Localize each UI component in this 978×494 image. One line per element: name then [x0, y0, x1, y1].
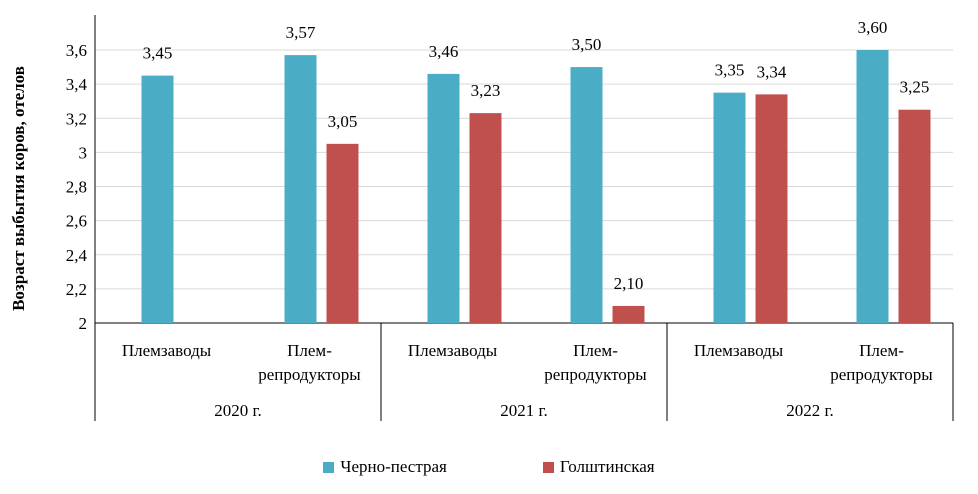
- category-label: Племзаводы: [122, 341, 212, 360]
- bar-series-2: [612, 305, 645, 323]
- data-label: 3,35: [715, 61, 745, 80]
- y-axis-title: Возраст выбытия коров, отелов: [9, 66, 28, 311]
- bar-series-1: [713, 92, 746, 323]
- bar-series-1: [284, 55, 317, 324]
- category-label: Плем-: [859, 341, 904, 360]
- y-tick-label: 2,4: [66, 246, 88, 265]
- data-label: 3,57: [286, 23, 316, 42]
- bar-series-1: [427, 73, 460, 323]
- data-label: 2,10: [614, 274, 644, 293]
- y-tick-label: 3,6: [66, 41, 87, 60]
- category-label: Плем-: [573, 341, 618, 360]
- category-label: Племзаводы: [694, 341, 784, 360]
- year-label: 2021 г.: [500, 401, 548, 420]
- data-label: 3,45: [143, 44, 173, 63]
- y-tick-label: 2,2: [66, 280, 87, 299]
- year-label: 2020 г.: [214, 401, 262, 420]
- bar-series-1: [141, 75, 174, 323]
- bar-series-2: [898, 109, 931, 323]
- legend-label-series-2: Голштинская: [559, 457, 655, 476]
- category-label: Плем-: [287, 341, 332, 360]
- category-label: репродукторы: [830, 365, 933, 384]
- y-tick-label: 3,2: [66, 109, 87, 128]
- y-tick-label: 2,6: [66, 212, 87, 231]
- data-label: 3,25: [900, 78, 930, 97]
- bar-series-2: [469, 113, 502, 323]
- category-label: репродукторы: [258, 365, 361, 384]
- data-label: 3,46: [429, 42, 459, 61]
- legend-swatch-series-2: [542, 461, 554, 473]
- legend-item-series-1: Черно-пестрая: [323, 457, 447, 477]
- category-label: репродукторы: [544, 365, 647, 384]
- category-label: Племзаводы: [408, 341, 498, 360]
- bar-series-2: [755, 94, 788, 323]
- year-label: 2022 г.: [786, 401, 834, 420]
- data-label: 3,60: [858, 18, 888, 37]
- y-tick-label: 2,8: [66, 178, 87, 197]
- y-tick-label: 2: [79, 314, 88, 333]
- bar-series-1: [570, 67, 603, 323]
- legend-item-series-2: Голштинская: [542, 457, 655, 477]
- legend-swatch-series-1: [323, 461, 335, 473]
- chart-legend: Черно-пестрая Голштинская: [0, 452, 978, 482]
- data-label: 3,05: [328, 112, 358, 131]
- data-label: 3,23: [471, 81, 501, 100]
- bar-series-1: [856, 50, 889, 323]
- data-label: 3,34: [757, 62, 787, 81]
- y-tick-label: 3,4: [66, 75, 88, 94]
- data-label: 3,50: [572, 35, 602, 54]
- y-tick-label: 3: [79, 143, 88, 162]
- bar-series-2: [326, 143, 359, 323]
- legend-label-series-1: Черно-пестрая: [340, 457, 447, 476]
